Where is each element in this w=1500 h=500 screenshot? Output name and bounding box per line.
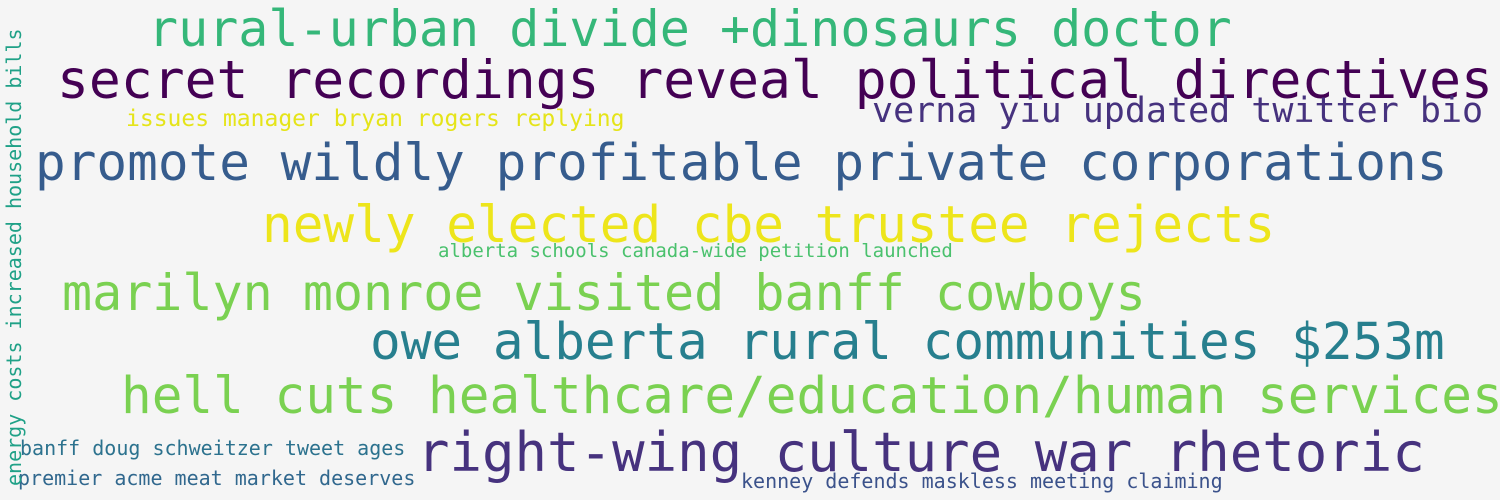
word-owe-alberta: owe alberta rural communities $253m bbox=[370, 313, 1445, 372]
word-hell-cuts: hell cuts healthcare/education/human ser… bbox=[121, 367, 1500, 426]
word-newly-elected: newly elected cbe trustee rejects bbox=[262, 196, 1276, 255]
word-secret-recordings: secret recordings reveal political direc… bbox=[57, 50, 1493, 111]
word-right-wing: right-wing culture war rhetoric bbox=[417, 421, 1425, 484]
word-banff-doug: banff doug schweitzer tweet ages bbox=[20, 436, 406, 460]
word-promote-wildly: promote wildly profitable private corpor… bbox=[35, 134, 1448, 193]
word-alberta-schools: alberta schools canada-wide petition lau… bbox=[438, 240, 953, 262]
word-kenney-defends: kenney defends maskless meeting claiming bbox=[741, 469, 1223, 493]
word-marilyn-monroe: marilyn monroe visited banff cowboys bbox=[62, 264, 1146, 322]
word-premier-acme: premier acme meat market deserves bbox=[18, 466, 416, 490]
word-verna-yiu: verna yiu updated twitter bio bbox=[872, 91, 1484, 131]
word-energy-costs: energy costs increased household bills bbox=[2, 28, 26, 486]
word-rural-urban-divide: rural-urban divide +dinosaurs doctor bbox=[148, 0, 1232, 58]
word-issues-manager: issues manager bryan rogers replying bbox=[126, 106, 625, 132]
